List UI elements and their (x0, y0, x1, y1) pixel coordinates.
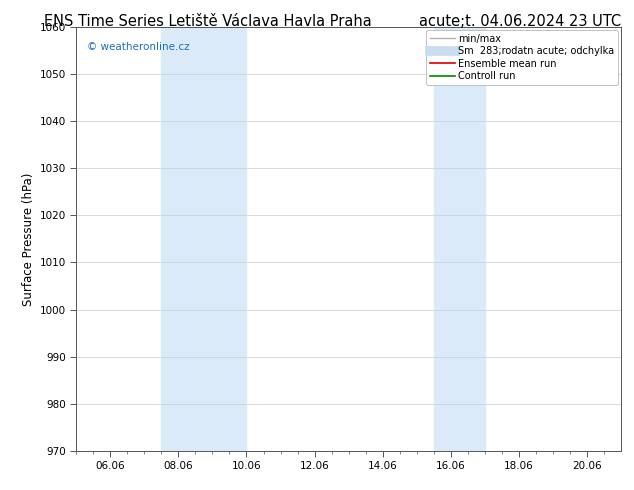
Bar (161, 27, 247, 451)
Text: © weatheronline.cz: © weatheronline.cz (87, 42, 190, 52)
Bar (434, 27, 485, 451)
Y-axis label: Surface Pressure (hPa): Surface Pressure (hPa) (22, 172, 34, 306)
Text: acute;t. 04.06.2024 23 UTC: acute;t. 04.06.2024 23 UTC (419, 14, 621, 29)
Legend: min/max, Sm  283;rodatn acute; odchylka, Ensemble mean run, Controll run: min/max, Sm 283;rodatn acute; odchylka, … (426, 30, 618, 85)
Text: ENS Time Series Letiště Václava Havla Praha: ENS Time Series Letiště Václava Havla Pr… (44, 14, 372, 29)
